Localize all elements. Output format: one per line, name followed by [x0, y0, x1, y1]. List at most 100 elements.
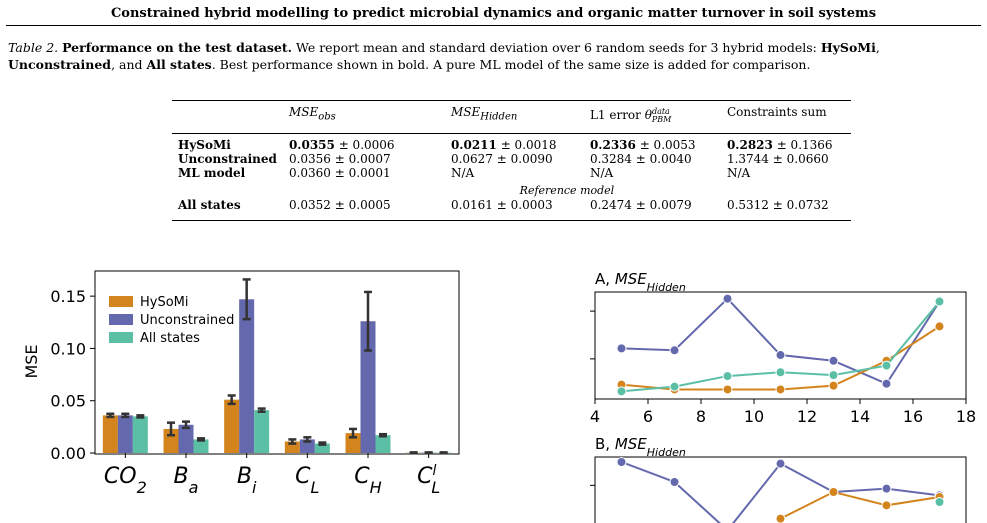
row-label: ML model	[178, 166, 246, 181]
y-tick-label: 0.15	[50, 287, 86, 306]
bar-unconstrained	[239, 299, 255, 453]
caption-text-1: We report mean and standard deviation ov…	[292, 40, 821, 55]
reference-row: Reference model	[172, 180, 851, 198]
bar-all-states	[132, 416, 148, 453]
bar-chart: 0.00 0.05 0.10 0.15 MSE CO2 Ba Bi CL CH Cl L HySoMi U…	[22, 270, 460, 497]
x-tick-label: 8	[696, 407, 706, 426]
table-row: HySoMi 0.0355 ± 0.0006 0.0211 ± 0.0018 0.23…	[172, 133, 851, 153]
data-point-all_states	[775, 367, 786, 378]
data-point-unconstrained	[828, 355, 839, 366]
legend-label: HySoMi	[140, 295, 189, 310]
row-label: All states	[172, 198, 283, 222]
bar-hysomi	[284, 441, 300, 453]
data-point-hysomi	[934, 321, 945, 332]
data-point-unconstrained	[775, 458, 786, 469]
x-tick-label: Cl L	[417, 463, 440, 497]
x-tick-label: CO2	[104, 464, 147, 497]
y-axis-label: MSE	[22, 344, 41, 378]
table-cell: 0.0356 ± 0.0007	[288, 152, 391, 167]
plot-frame	[94, 270, 460, 455]
data-point-unconstrained	[616, 457, 627, 467]
data-point-unconstrained	[722, 293, 733, 304]
bar-unconstrained	[360, 321, 376, 453]
table-cell: 0.0627 ± 0.0090	[450, 152, 553, 167]
table-row: Unconstrained 0.0356 ± 0.0007 0.0627 ± 0.0…	[172, 152, 851, 166]
table-cell: 0.0355 ± 0.0006	[282, 133, 445, 153]
bar-all-states	[314, 443, 330, 453]
caption-model-hysomi: HySoMi	[820, 40, 876, 55]
reference-model-label: Reference model	[519, 184, 615, 198]
caption-text-3: , and	[111, 57, 147, 72]
data-point-unconstrained	[775, 350, 786, 361]
bar-hysomi	[224, 399, 240, 453]
x-tick-label: 16	[903, 407, 923, 426]
x-tick-label: 4	[590, 407, 600, 426]
plot-area	[616, 457, 945, 523]
caption-text-4: . Best performance shown in bold. A pure…	[211, 57, 811, 72]
caption-model-all-states: All states	[146, 57, 212, 72]
plot-frame	[594, 291, 967, 400]
data-point-all_states	[669, 381, 680, 392]
data-point-hysomi	[775, 513, 786, 523]
results-table: MSEobs MSEHidden L1 error θdataPBM Const…	[172, 99, 851, 222]
header-rule	[6, 25, 981, 26]
header-l1-error: L1 error θdataPBM	[583, 99, 721, 134]
line-chart-b: B, MSEHidden0.050	[590, 435, 967, 523]
table-cell: N/A	[450, 166, 475, 181]
bar-unconstrained	[299, 439, 315, 453]
data-point-unconstrained	[669, 345, 680, 356]
data-point-all_states	[934, 296, 945, 307]
data-point-hysomi	[828, 487, 839, 497]
chart-title: A, MSEHidden	[595, 272, 686, 294]
data-point-hysomi	[828, 380, 839, 391]
y-tick-label: 0.00	[50, 444, 86, 463]
table-cell: 0.0161 ± 0.0003	[444, 198, 584, 222]
data-point-all_states	[616, 386, 627, 397]
table-cell: 0.2474 ± 0.0079	[583, 198, 721, 222]
data-point-unconstrained	[881, 483, 892, 494]
table-header-row: MSEobs MSEHidden L1 error θdataPBM Const…	[172, 99, 851, 134]
data-point-all_states	[934, 497, 945, 507]
x-tick-label: Ba	[174, 464, 199, 497]
bar-unconstrained	[117, 415, 133, 453]
x-tick-label: 12	[797, 407, 817, 426]
y-tick-label: 0.05	[50, 392, 86, 411]
caption-model-unconstrained: Unconstrained	[8, 57, 112, 72]
table-row: ML model 0.0360 ± 0.0001 N/A N/A N/A	[172, 166, 851, 180]
x-tick-label: 10	[744, 407, 764, 426]
bar-hysomi	[102, 415, 118, 453]
data-point-unconstrained	[669, 477, 680, 487]
y-tick-label: 0.10	[50, 339, 86, 358]
row-label: Unconstrained	[178, 152, 277, 167]
row-label: HySoMi	[172, 133, 283, 153]
header-constraints-sum: Constraints sum	[720, 99, 851, 134]
bar-all-states	[193, 439, 209, 453]
data-point-all_states	[828, 370, 839, 381]
x-tick-label: 6	[643, 407, 653, 426]
data-point-all_states	[722, 371, 733, 382]
data-point-hysomi	[881, 500, 892, 511]
x-tick-label: 14	[850, 407, 870, 426]
running-title: Constrained hybrid modelling to predict …	[110, 6, 877, 21]
bar-all-states	[375, 435, 391, 453]
caption-label: Table 2.	[8, 40, 59, 55]
x-tick-label: CL	[295, 464, 319, 497]
caption-title: Performance on the test dataset.	[62, 40, 293, 55]
x-tick-label: Bi	[237, 464, 257, 497]
table-caption: Table 2. Performance on the test dataset…	[8, 39, 980, 73]
x-tick-label: 18	[956, 407, 976, 426]
data-point-unconstrained	[616, 343, 627, 354]
table-row: All states 0.0352 ± 0.0005 0.0161 ± 0.0003…	[172, 198, 851, 222]
header-mse-obs: MSEobs	[282, 99, 445, 134]
data-point-unconstrained	[881, 378, 892, 389]
caption-text-2: ,	[875, 40, 880, 55]
table-cell: 1.3744 ± 0.0660	[726, 152, 829, 167]
data-point-all_states	[881, 360, 892, 371]
table-cell: N/A	[589, 166, 614, 181]
series-line-hysomi	[780, 490, 940, 520]
legend-label: Unconstrained	[140, 313, 234, 328]
data-point-hysomi	[722, 384, 733, 395]
bar-all-states	[254, 410, 270, 453]
bar-unconstrained	[178, 424, 194, 453]
legend-swatch	[109, 296, 133, 307]
